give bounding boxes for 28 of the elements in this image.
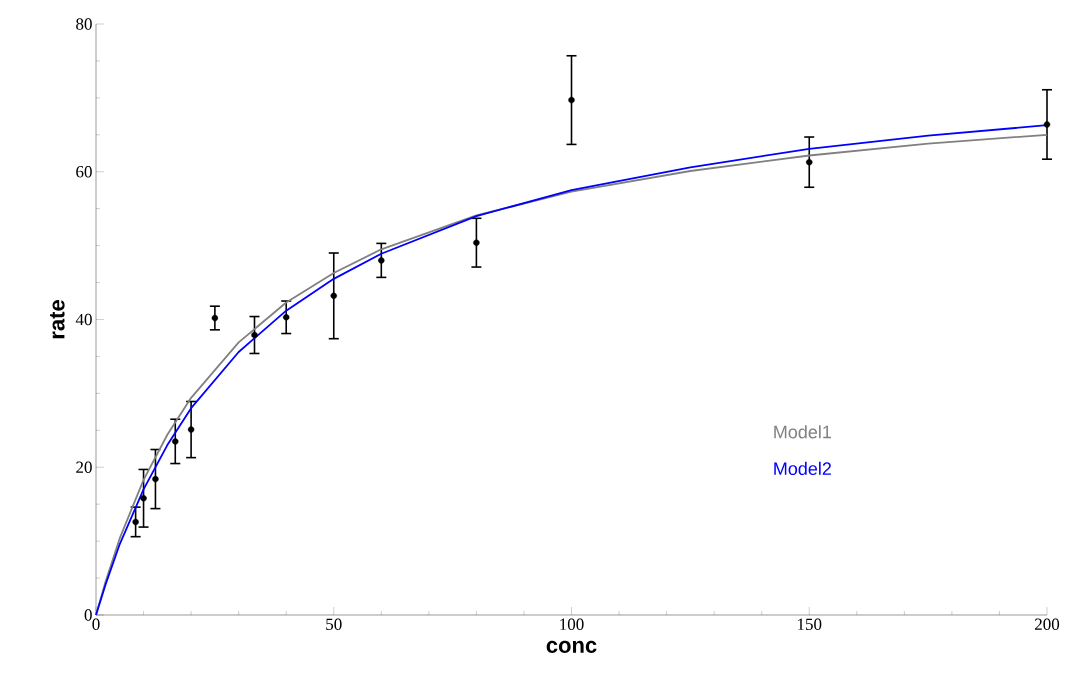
point [172,438,179,445]
text: Model2 [774,461,831,476]
y-tick-label: 80 [76,18,92,30]
point [806,158,813,166]
y-axis-title: rate [50,300,65,339]
point [187,426,195,433]
x-tick-label: 100 [560,618,584,630]
point [211,314,219,322]
point [330,292,337,300]
y-tick-label: 0 [84,609,92,621]
x-tick-label: 0 [92,618,100,630]
x-tick-label: 150 [797,618,822,630]
point [283,314,290,321]
x-tick-label: 50 [326,618,342,630]
x-axis-title: conc [546,640,597,653]
point [568,96,575,104]
y-tick-label: 60 [76,166,92,178]
point [251,331,258,339]
point [132,518,139,526]
x-tick-label: 200 [1035,618,1060,630]
y-tick-label: 40 [75,313,92,326]
point [152,475,159,483]
point [473,239,480,246]
y-tick-label: 20 [76,461,92,473]
point [1043,121,1051,128]
point [378,257,385,264]
point [140,495,147,502]
text: Model1 [774,425,831,439]
